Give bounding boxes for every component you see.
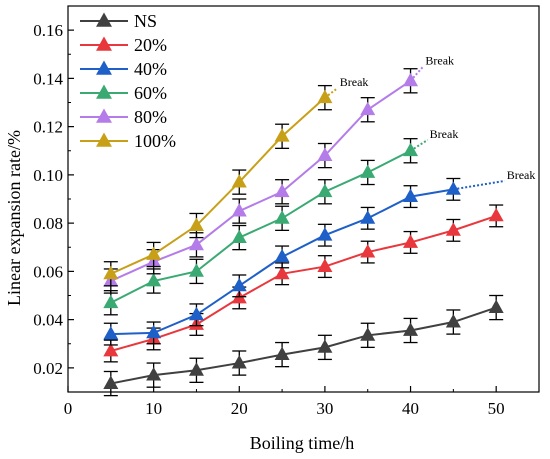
data-point — [274, 183, 290, 198]
data-point — [231, 355, 247, 369]
legend-label: 80% — [134, 107, 167, 127]
x-axis-label: Boiling time/h — [250, 433, 355, 453]
legend: NS 20% 40% 60% 80% 100% — [80, 11, 176, 151]
data-point — [146, 273, 162, 287]
data-point — [103, 265, 119, 280]
x-tick-label: 50 — [488, 399, 505, 418]
data-point — [360, 164, 376, 178]
y-tick-label: 0.04 — [33, 311, 63, 330]
data-point — [274, 248, 290, 263]
data-point — [445, 314, 461, 328]
legend-label: 100% — [134, 131, 176, 151]
y-axis-label: Linear expansion rate/% — [4, 130, 24, 306]
data-point — [274, 210, 290, 224]
x-tick-label: 20 — [231, 399, 248, 418]
break-line — [453, 179, 505, 191]
data-point — [317, 339, 333, 353]
data-point — [403, 322, 419, 336]
legend-marker — [96, 108, 112, 123]
data-point — [488, 299, 504, 313]
data-point — [146, 324, 162, 339]
y-axis: 0.02 0.04 0.06 0.08 0.10 0.12 0.14 0.16 — [33, 5, 74, 393]
series-line — [110, 149, 411, 304]
data-point — [360, 244, 376, 258]
y-tick-label: 0.12 — [33, 118, 63, 137]
break-line — [410, 139, 429, 152]
break-label: Break — [507, 168, 536, 182]
series-layer: Break Break Break Break — [103, 53, 536, 397]
series-line — [110, 214, 497, 352]
data-point — [103, 294, 119, 309]
data-point — [360, 210, 376, 224]
series-line — [110, 96, 326, 275]
data-point — [360, 327, 376, 341]
y-tick-label: 0.02 — [33, 359, 63, 378]
data-point — [403, 142, 419, 157]
break-line — [409, 65, 425, 82]
series-line — [110, 79, 412, 282]
data-point — [188, 306, 204, 321]
legend-label: 40% — [134, 59, 167, 79]
data-point — [188, 362, 204, 376]
data-point — [274, 346, 290, 361]
data-point — [231, 229, 247, 243]
series-1 — [103, 204, 504, 363]
break-label: Break — [425, 53, 454, 67]
data-point — [188, 263, 204, 277]
data-point — [103, 326, 119, 340]
data-point — [317, 89, 333, 104]
x-tick-label: 40 — [402, 399, 419, 418]
series-3: Break — [103, 127, 459, 316]
data-point — [488, 207, 504, 222]
y-tick-label: 0.14 — [33, 69, 63, 88]
legend-label: 20% — [134, 35, 167, 55]
data-point — [188, 217, 204, 231]
y-tick-label: 0.10 — [33, 166, 63, 185]
legend-marker — [96, 60, 112, 75]
data-point — [403, 72, 419, 87]
series-0 — [103, 294, 504, 397]
x-tick-label: 0 — [64, 399, 73, 418]
x-axis: 0 10 20 30 40 50 — [64, 386, 505, 418]
y-tick-label: 0.16 — [33, 21, 63, 40]
data-point — [103, 342, 119, 357]
data-point — [445, 222, 461, 236]
break-line — [324, 87, 339, 99]
break-label: Break — [340, 75, 369, 89]
legend-marker — [96, 84, 112, 99]
data-point — [360, 101, 376, 116]
legend-marker — [96, 132, 112, 147]
data-point — [445, 181, 461, 195]
data-point — [317, 147, 333, 161]
data-point — [231, 203, 247, 217]
series-2: Break — [103, 168, 536, 346]
data-point — [103, 375, 119, 389]
data-point — [146, 367, 162, 381]
series-line — [110, 306, 497, 385]
legend-marker — [96, 12, 112, 27]
data-point — [274, 265, 290, 280]
x-tick-label: 30 — [316, 399, 333, 418]
data-point — [231, 174, 247, 188]
data-point — [403, 188, 419, 202]
legend-label: NS — [134, 11, 157, 31]
y-tick-label: 0.06 — [33, 262, 63, 281]
legend-marker — [96, 36, 112, 51]
data-point — [403, 234, 419, 248]
break-label: Break — [430, 127, 459, 141]
data-point — [274, 128, 290, 142]
data-point — [317, 227, 333, 241]
data-point — [146, 246, 162, 260]
y-tick-label: 0.08 — [33, 214, 63, 233]
x-tick-label: 10 — [145, 399, 162, 418]
data-point — [317, 258, 333, 272]
data-point — [188, 236, 204, 251]
data-point — [317, 183, 333, 198]
series-5: Break — [103, 75, 369, 287]
data-point — [231, 277, 247, 292]
legend-label: 60% — [134, 83, 167, 103]
